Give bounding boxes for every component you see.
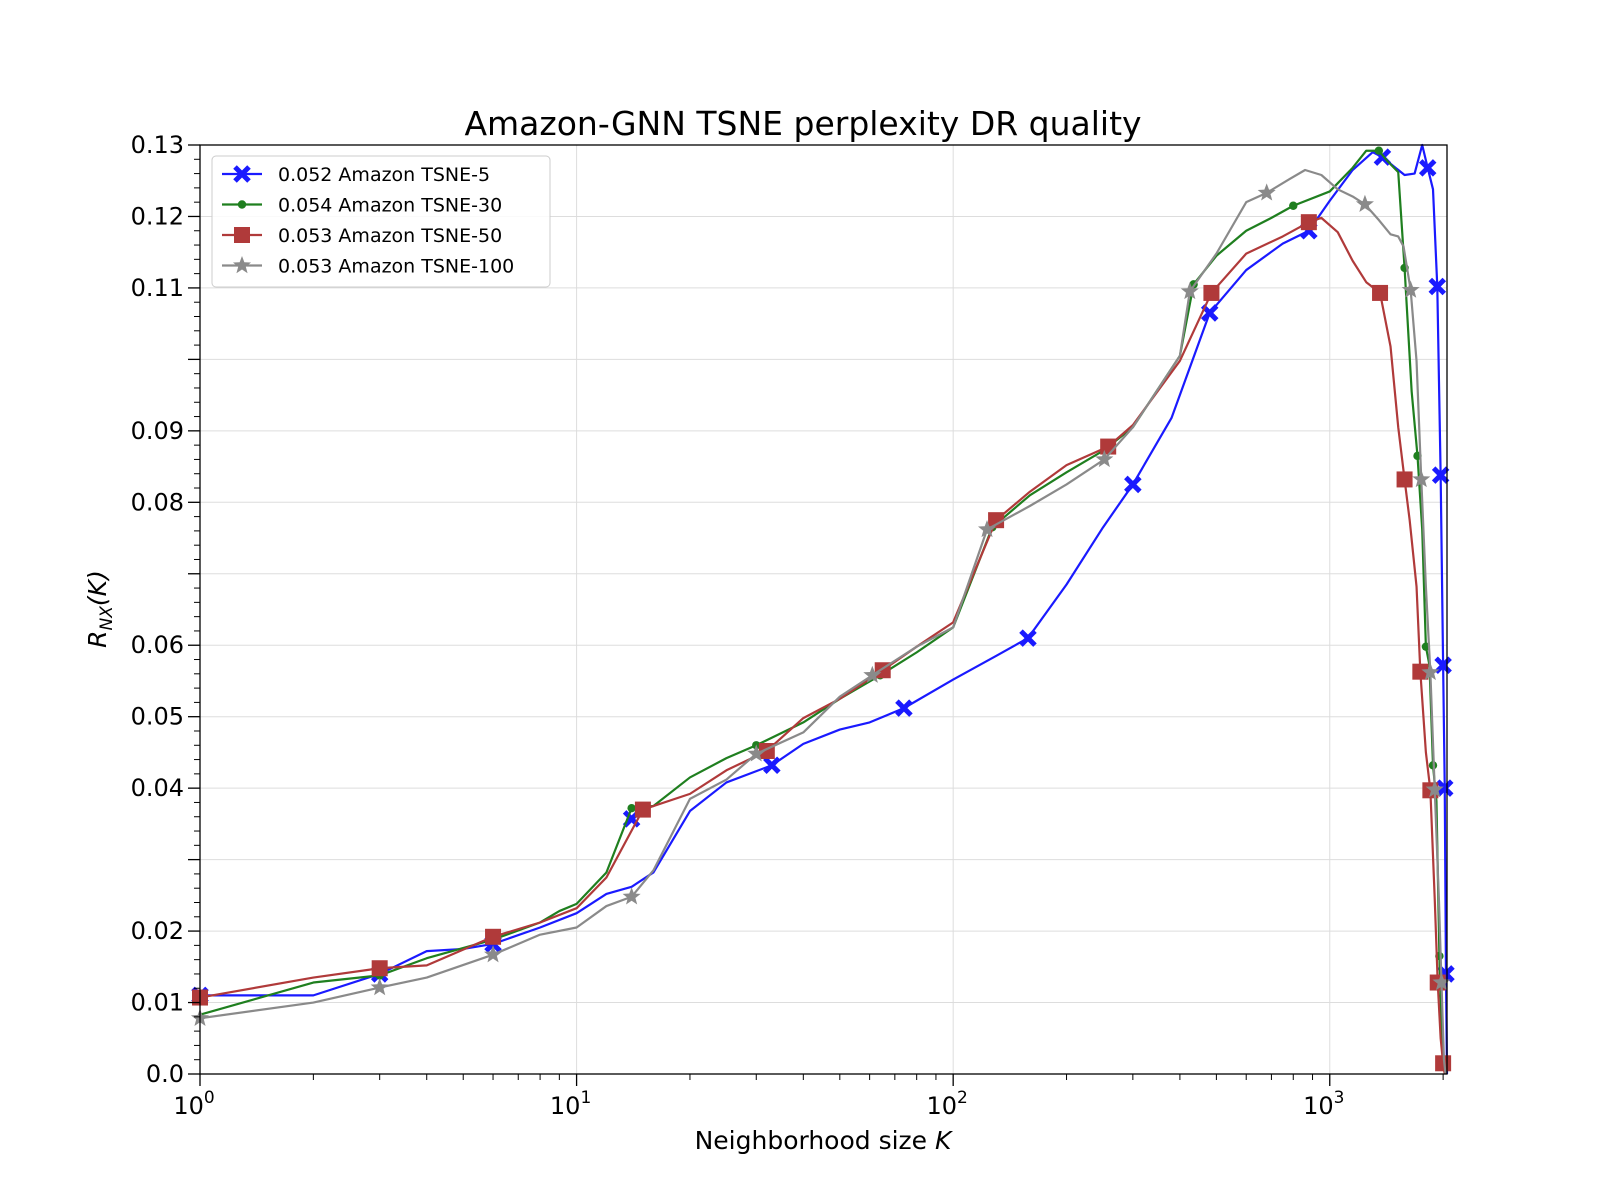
x-tick-label-base: 10 (173, 1092, 204, 1120)
data-point (1257, 183, 1276, 201)
data-point (1412, 663, 1429, 680)
x-tick-label-base: 10 (1303, 1092, 1334, 1120)
data-point (763, 756, 781, 775)
x-tick-label: 100 (173, 1088, 214, 1120)
y-tick-label: 0.04 (131, 774, 184, 802)
y-tick-label: 0.12 (131, 202, 184, 230)
y-tick-label: 0.11 (131, 274, 184, 302)
data-point (1431, 466, 1450, 484)
x-tick-label-exponent: 1 (580, 1088, 591, 1108)
data-point (634, 801, 651, 818)
legend-marker (234, 227, 250, 243)
y-tick-label: 0.01 (131, 989, 184, 1017)
x-axis-label-variable: K (935, 1126, 954, 1155)
data-point (1421, 662, 1440, 681)
data-point (1374, 146, 1384, 155)
series-line (199, 168, 1447, 1075)
legend-label: 0.052 Amazon TSNE-5 (278, 164, 490, 186)
data-point (485, 928, 502, 945)
series-line (199, 216, 1446, 1075)
data-point (1124, 475, 1142, 494)
data-point (1180, 282, 1199, 300)
data-point (747, 744, 766, 762)
data-point (371, 960, 388, 977)
data-point (1435, 779, 1454, 797)
data-point (1425, 780, 1444, 798)
data-point (484, 945, 503, 963)
x-tick-label-base: 10 (550, 1092, 581, 1120)
x-tick-label: 103 (1303, 1088, 1344, 1120)
plot-frame (199, 144, 1448, 1075)
data-point (977, 519, 997, 538)
data-point (1396, 471, 1413, 488)
x-tick-label-base: 10 (926, 1092, 957, 1120)
y-axis-label-base: R (83, 630, 112, 647)
y-axis-label-subscript: NX (97, 606, 117, 631)
data-point (1289, 201, 1298, 210)
y-tick-label: 0.13 (131, 131, 184, 159)
axes: 0.0 0.01 0.02 0.04 0.05 0.06 0.08 0.09 0.11 0.12 0… (131, 131, 1444, 1120)
legend-marker (232, 256, 252, 274)
legend-marker (237, 200, 247, 209)
y-tick-label: 0.0 (146, 1060, 184, 1088)
x-tick-label-exponent: 2 (957, 1088, 968, 1108)
x-tick-label: 102 (926, 1088, 967, 1120)
x-axis-label-text: Neighborhood size (695, 1126, 935, 1155)
data-point (1203, 284, 1220, 301)
legend-item: 0.052 Amazon TSNE-5 (222, 164, 490, 186)
chart-title: Amazon-GNN TSNE perplexity DR quality (464, 104, 1141, 143)
y-tick-label: 0.06 (131, 631, 184, 659)
x-tick-label-exponent: 3 (1334, 1088, 1345, 1108)
series-layer (190, 143, 1455, 1075)
data-point (988, 512, 1005, 529)
data-point (1432, 973, 1451, 991)
legend-label: 0.053 Amazon TSNE-50 (278, 225, 502, 247)
data-point (627, 803, 636, 813)
legend: 0.052 Amazon TSNE-5 0.054 Amazon TSNE-30 0… (211, 155, 551, 288)
data-point (1095, 449, 1114, 468)
x-tick-label-exponent: 0 (204, 1088, 215, 1108)
data-point (1412, 469, 1431, 488)
legend-box (211, 155, 551, 288)
data-point (1300, 214, 1317, 231)
data-point (1100, 438, 1117, 455)
legend-label: 0.053 Amazon TSNE-100 (278, 256, 514, 278)
data-point (895, 699, 913, 717)
legend-item: 0.054 Amazon TSNE-30 (222, 195, 502, 217)
data-point (1418, 159, 1437, 177)
y-tick-label: 0.02 (131, 917, 184, 945)
data-point (622, 887, 641, 905)
y-tick-label: 0.09 (131, 417, 184, 445)
y-tick-label: 0.08 (131, 488, 184, 516)
data-point (1355, 194, 1374, 212)
data-point (863, 665, 882, 683)
legend-item: 0.053 Amazon TSNE-50 (222, 225, 502, 247)
legend-marker (233, 165, 251, 183)
y-axis-label-argument: (K) (83, 570, 112, 606)
data-point (1401, 280, 1420, 298)
data-point (1019, 629, 1037, 647)
series-line (200, 143, 1449, 1075)
x-tick-label: 101 (550, 1088, 591, 1120)
legend-label: 0.054 Amazon TSNE-30 (278, 195, 502, 217)
y-axis-label: RNX(K) (83, 570, 117, 648)
data-point (1428, 277, 1447, 296)
data-point (370, 978, 389, 996)
legend-item: 0.053 Amazon TSNE-100 (222, 256, 514, 278)
y-tick-label: 0.05 (131, 703, 184, 731)
data-point (1372, 284, 1389, 301)
x-axis-label: Neighborhood size K (695, 1126, 954, 1155)
